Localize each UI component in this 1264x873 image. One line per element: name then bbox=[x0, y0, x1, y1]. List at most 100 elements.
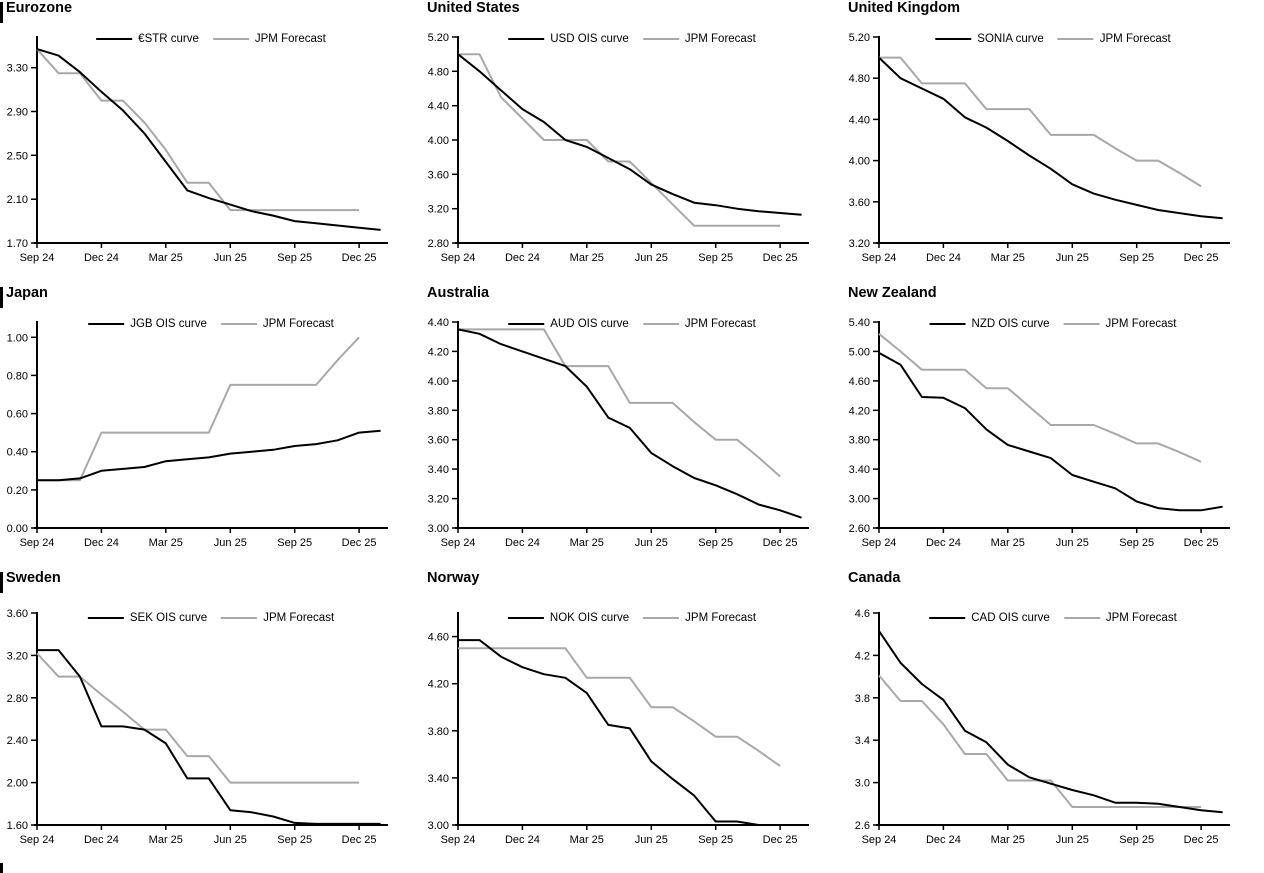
svg-text:Jun 25: Jun 25 bbox=[214, 834, 247, 846]
chart-norway: Norway NOK OIS curve JPM Forecast 3.00 3.… bbox=[421, 570, 842, 873]
page-corner-marker bbox=[0, 863, 3, 873]
forecast-line-sample bbox=[642, 38, 679, 40]
chart-title: United States bbox=[427, 0, 520, 16]
svg-text:4.20: 4.20 bbox=[428, 346, 449, 358]
chart-plot: 2.6 3.0 3.4 3.8 4.2 4.6 Sep 24 Dec 24 Mar 25 Jun … bbox=[855, 608, 1230, 846]
svg-text:4.00: 4.00 bbox=[849, 156, 870, 168]
chart-legend: SEK OIS curve JPM Forecast bbox=[87, 612, 335, 624]
chart-legend: NOK OIS curve JPM Forecast bbox=[507, 612, 756, 624]
svg-text:3.40: 3.40 bbox=[428, 773, 449, 785]
svg-text:Sep 25: Sep 25 bbox=[698, 537, 733, 549]
legend-label: JPM Forecast bbox=[685, 612, 757, 624]
svg-text:Jun 25: Jun 25 bbox=[214, 537, 247, 549]
svg-text:0.20: 0.20 bbox=[7, 485, 28, 497]
svg-text:3.40: 3.40 bbox=[849, 464, 870, 476]
legend-label: SEK OIS curve bbox=[129, 612, 208, 624]
svg-text:2.6: 2.6 bbox=[855, 820, 870, 832]
legend-item-forecast: JPM Forecast bbox=[643, 612, 756, 624]
svg-text:3.00: 3.00 bbox=[849, 494, 870, 506]
chart-legend: SONIA curve JPM Forecast bbox=[935, 33, 1171, 45]
svg-text:Jun 25: Jun 25 bbox=[635, 252, 668, 264]
market-line-sample bbox=[508, 38, 545, 40]
chart-legend: JGB OIS curve JPM Forecast bbox=[88, 318, 334, 330]
svg-text:4.20: 4.20 bbox=[849, 405, 870, 417]
svg-text:3.80: 3.80 bbox=[428, 405, 449, 417]
legend-item-market: SEK OIS curve bbox=[87, 612, 208, 624]
chart-australia: Australia AUD OIS curve JPM Forecast 3.0… bbox=[421, 285, 842, 570]
svg-text:3.20: 3.20 bbox=[428, 494, 449, 506]
legend-item-market: JGB OIS curve bbox=[88, 318, 207, 330]
svg-text:2.90: 2.90 bbox=[7, 107, 28, 119]
chart-united-kingdom: United Kingdom SONIA curve JPM Forecast … bbox=[842, 0, 1264, 285]
svg-text:3.60: 3.60 bbox=[428, 169, 449, 181]
market-line-sample bbox=[87, 617, 124, 619]
svg-text:3.60: 3.60 bbox=[849, 197, 870, 209]
svg-text:0.40: 0.40 bbox=[7, 447, 28, 459]
svg-text:2.10: 2.10 bbox=[7, 194, 28, 206]
svg-text:3.4: 3.4 bbox=[855, 735, 870, 747]
svg-text:Dec 24: Dec 24 bbox=[84, 537, 119, 549]
legend-label: AUD OIS curve bbox=[550, 318, 629, 330]
svg-text:Sep 24: Sep 24 bbox=[20, 834, 55, 846]
legend-label: JPM Forecast bbox=[684, 33, 756, 45]
svg-text:4.40: 4.40 bbox=[428, 101, 449, 113]
svg-text:3.0: 3.0 bbox=[855, 778, 870, 790]
legend-item-forecast: JPM Forecast bbox=[212, 33, 326, 45]
svg-text:Sep 25: Sep 25 bbox=[277, 252, 312, 264]
market-line-sample bbox=[508, 323, 545, 325]
svg-text:3.00: 3.00 bbox=[428, 523, 449, 535]
legend-label: SONIA curve bbox=[977, 33, 1044, 45]
svg-text:4.60: 4.60 bbox=[428, 632, 449, 644]
svg-text:2.80: 2.80 bbox=[7, 693, 28, 705]
svg-text:3.20: 3.20 bbox=[428, 204, 449, 216]
svg-text:4.6: 4.6 bbox=[855, 608, 870, 620]
svg-text:Sep 24: Sep 24 bbox=[862, 252, 897, 264]
svg-text:5.40: 5.40 bbox=[849, 317, 870, 329]
chart-title: Eurozone bbox=[6, 0, 73, 16]
svg-text:Sep 25: Sep 25 bbox=[698, 252, 733, 264]
svg-text:3.00: 3.00 bbox=[428, 820, 449, 832]
svg-text:Mar 25: Mar 25 bbox=[991, 537, 1025, 549]
svg-text:Dec 24: Dec 24 bbox=[84, 834, 119, 846]
chart-plot: 3.20 3.60 4.00 4.40 4.80 5.20 Sep 24 Dec 24 Mar … bbox=[849, 32, 1230, 264]
svg-text:4.60: 4.60 bbox=[849, 376, 870, 388]
legend-label: NZD OIS curve bbox=[971, 318, 1050, 330]
market-line-sample bbox=[929, 617, 966, 619]
chart-plot: 3.00 3.20 3.40 3.60 3.80 4.00 4.20 4.40 Sep 24 De… bbox=[428, 317, 809, 549]
svg-text:3.20: 3.20 bbox=[849, 238, 870, 250]
svg-text:5.20: 5.20 bbox=[428, 32, 449, 44]
chart-title: Norway bbox=[427, 570, 480, 586]
market-line-sample bbox=[96, 38, 133, 40]
legend-item-market: NZD OIS curve bbox=[929, 318, 1050, 330]
svg-text:0.80: 0.80 bbox=[7, 370, 28, 382]
chart-japan: Japan JGB OIS curve JPM Forecast 0.00 0.2… bbox=[0, 285, 421, 570]
svg-text:4.2: 4.2 bbox=[855, 650, 870, 662]
svg-text:Dec 25: Dec 25 bbox=[1184, 252, 1219, 264]
svg-text:Dec 24: Dec 24 bbox=[505, 537, 540, 549]
legend-label: JPM Forecast bbox=[262, 318, 334, 330]
svg-text:Jun 25: Jun 25 bbox=[635, 537, 668, 549]
svg-text:Sep 24: Sep 24 bbox=[862, 537, 897, 549]
svg-text:0.60: 0.60 bbox=[7, 409, 28, 421]
svg-text:1.60: 1.60 bbox=[7, 820, 28, 832]
legend-item-forecast: JPM Forecast bbox=[1063, 612, 1177, 624]
svg-text:Sep 25: Sep 25 bbox=[277, 537, 312, 549]
svg-text:0.00: 0.00 bbox=[7, 523, 28, 535]
svg-text:Mar 25: Mar 25 bbox=[149, 537, 183, 549]
chart-title: Australia bbox=[427, 285, 490, 301]
legend-label: JPM Forecast bbox=[263, 612, 335, 624]
chart-legend: NZD OIS curve JPM Forecast bbox=[929, 318, 1176, 330]
svg-text:Sep 25: Sep 25 bbox=[1119, 834, 1154, 846]
chart-plot: 0.00 0.20 0.40 0.60 0.80 1.00 Sep 24 Dec 24 Mar … bbox=[7, 321, 388, 549]
chart-title: Canada bbox=[848, 570, 901, 586]
legend-label: JPM Forecast bbox=[254, 33, 326, 45]
svg-text:3.8: 3.8 bbox=[855, 693, 870, 705]
chart-eurozone: Eurozone €STR curve JPM Forecast 1.70 2.1… bbox=[0, 0, 421, 285]
svg-text:4.20: 4.20 bbox=[428, 679, 449, 691]
chart-legend: USD OIS curve JPM Forecast bbox=[508, 33, 756, 45]
svg-text:1.00: 1.00 bbox=[7, 332, 28, 344]
svg-text:2.80: 2.80 bbox=[428, 238, 449, 250]
svg-text:Mar 25: Mar 25 bbox=[991, 834, 1025, 846]
svg-text:1.70: 1.70 bbox=[7, 238, 28, 250]
